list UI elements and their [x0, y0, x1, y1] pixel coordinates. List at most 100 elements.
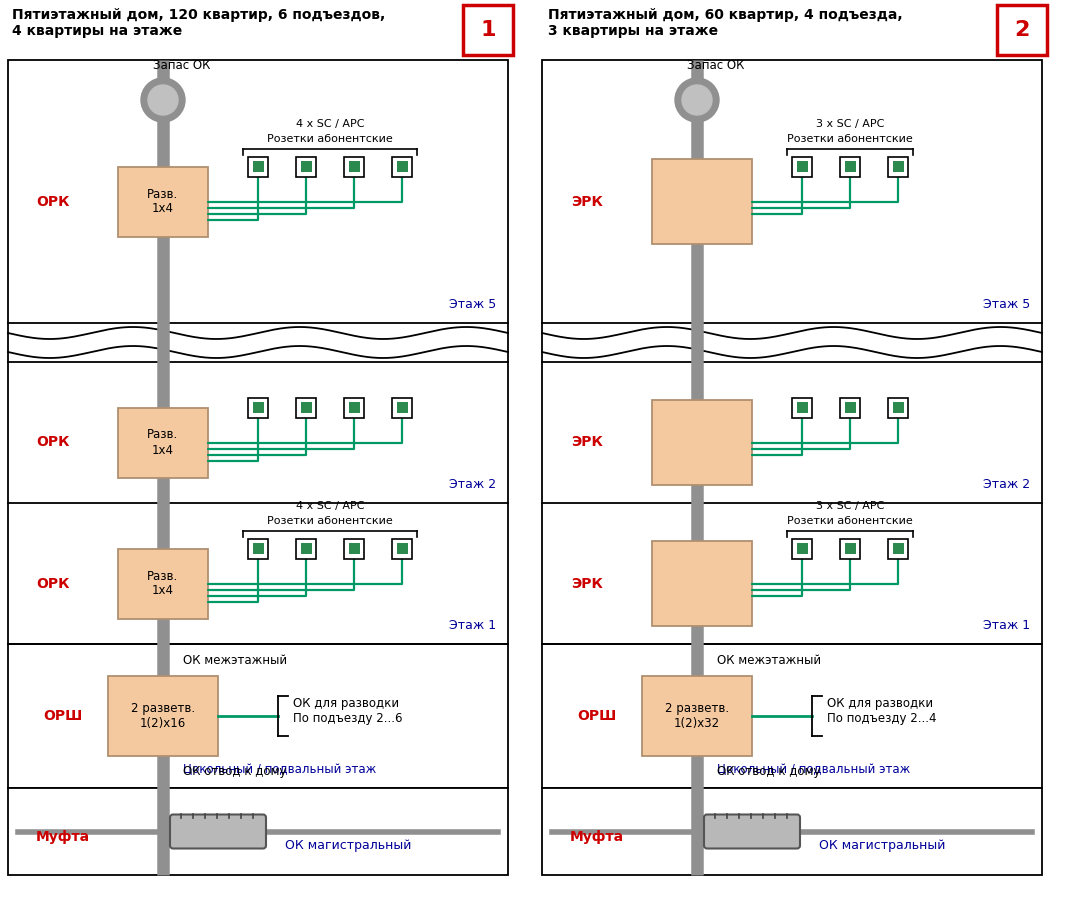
Bar: [542, 788, 1042, 875]
Bar: [652, 159, 752, 244]
Text: ОРШ: ОРШ: [44, 709, 82, 723]
Bar: [845, 543, 855, 554]
Text: Запас ОК: Запас ОК: [687, 59, 744, 72]
Text: Этаж 5: Этаж 5: [449, 298, 496, 311]
Bar: [296, 539, 316, 559]
Text: ЭРК: ЭРК: [571, 436, 603, 450]
Bar: [997, 5, 1047, 55]
Bar: [796, 161, 807, 172]
Bar: [248, 156, 268, 177]
FancyBboxPatch shape: [170, 814, 266, 849]
Bar: [397, 161, 407, 172]
Bar: [7, 60, 508, 788]
Text: 3 х SC / APC: 3 х SC / APC: [816, 500, 884, 510]
Text: 2: 2: [1014, 20, 1029, 40]
Text: Запас ОК: Запас ОК: [153, 59, 211, 72]
Bar: [392, 398, 412, 418]
Bar: [392, 539, 412, 559]
Bar: [840, 539, 859, 559]
Text: Муфта: Муфта: [570, 830, 624, 843]
Bar: [7, 788, 508, 875]
Text: Цокольный / подвальный этаж: Цокольный / подвальный этаж: [717, 763, 910, 777]
Bar: [542, 60, 1042, 788]
Bar: [840, 398, 859, 418]
Bar: [652, 400, 752, 485]
Bar: [893, 402, 903, 413]
Bar: [344, 539, 365, 559]
Text: ОК для разводки
По подъезду 2...6: ОК для разводки По подъезду 2...6: [293, 697, 403, 725]
Bar: [642, 676, 752, 756]
Text: ОК отвод к дому: ОК отвод к дому: [717, 765, 821, 778]
Bar: [397, 543, 407, 554]
Circle shape: [675, 78, 719, 122]
Text: ОК магистральный: ОК магистральный: [819, 839, 945, 852]
Bar: [888, 398, 908, 418]
Text: 4 х SC / APC: 4 х SC / APC: [296, 119, 365, 128]
Bar: [248, 539, 268, 559]
Text: Муфта: Муфта: [36, 830, 90, 843]
FancyBboxPatch shape: [704, 814, 800, 849]
Text: ОК магистральный: ОК магистральный: [284, 839, 412, 852]
Bar: [344, 398, 365, 418]
Text: Пятиэтажный дом, 120 квартир, 6 подъездов,
4 квартиры на этаже: Пятиэтажный дом, 120 квартир, 6 подъездо…: [12, 8, 385, 39]
Bar: [348, 402, 359, 413]
Circle shape: [148, 85, 179, 115]
Bar: [348, 161, 359, 172]
Bar: [108, 676, 218, 756]
Bar: [888, 539, 908, 559]
Bar: [792, 539, 812, 559]
Text: Этаж 1: Этаж 1: [982, 619, 1031, 632]
Bar: [463, 5, 513, 55]
Text: Этаж 2: Этаж 2: [449, 478, 496, 491]
Text: ОРК: ОРК: [36, 436, 69, 450]
Text: 1: 1: [480, 20, 496, 40]
Circle shape: [141, 78, 185, 122]
Text: ОК для разводки
По подъезду 2...4: ОК для разводки По подъезду 2...4: [827, 697, 936, 725]
Bar: [296, 398, 316, 418]
Text: 3 х SC / APC: 3 х SC / APC: [816, 119, 884, 128]
Bar: [252, 543, 263, 554]
Bar: [840, 156, 859, 177]
Text: Розетки абонентские: Розетки абонентские: [267, 515, 393, 525]
Circle shape: [682, 85, 712, 115]
Bar: [296, 156, 316, 177]
Text: ОК межэтажный: ОК межэтажный: [183, 654, 288, 666]
Text: ОК отвод к дому: ОК отвод к дому: [183, 765, 286, 778]
Bar: [348, 543, 359, 554]
Text: 2 разветв.
1(2)х16: 2 разветв. 1(2)х16: [130, 702, 195, 730]
Text: Этаж 2: Этаж 2: [982, 478, 1031, 491]
Text: Разв.
1х4: Разв. 1х4: [148, 569, 179, 597]
Bar: [118, 549, 208, 619]
Bar: [118, 408, 208, 478]
Text: Этаж 5: Этаж 5: [982, 298, 1031, 311]
Bar: [118, 166, 208, 236]
Text: ОРК: ОРК: [36, 195, 69, 208]
Text: ЭРК: ЭРК: [571, 577, 603, 591]
Bar: [792, 156, 812, 177]
Bar: [252, 161, 263, 172]
Bar: [796, 543, 807, 554]
Bar: [248, 398, 268, 418]
Text: Разв.
1х4: Разв. 1х4: [148, 428, 179, 456]
Bar: [300, 543, 311, 554]
Bar: [792, 398, 812, 418]
Text: 2 разветв.
1(2)х32: 2 разветв. 1(2)х32: [665, 702, 729, 730]
Text: ЭРК: ЭРК: [571, 195, 603, 208]
Bar: [300, 402, 311, 413]
Bar: [652, 541, 752, 626]
Text: ОК межэтажный: ОК межэтажный: [717, 654, 821, 666]
Text: ОРК: ОРК: [36, 577, 69, 591]
Text: Розетки абонентские: Розетки абонентские: [267, 134, 393, 144]
Text: Розетки абонентские: Розетки абонентские: [787, 134, 913, 144]
Text: Этаж 1: Этаж 1: [449, 619, 496, 632]
Text: 4 х SC / APC: 4 х SC / APC: [296, 500, 365, 510]
Bar: [796, 402, 807, 413]
Bar: [893, 543, 903, 554]
Bar: [845, 402, 855, 413]
Bar: [300, 161, 311, 172]
Text: ОРШ: ОРШ: [577, 709, 617, 723]
Bar: [392, 156, 412, 177]
Bar: [845, 161, 855, 172]
Bar: [252, 402, 263, 413]
Text: Розетки абонентские: Розетки абонентские: [787, 515, 913, 525]
